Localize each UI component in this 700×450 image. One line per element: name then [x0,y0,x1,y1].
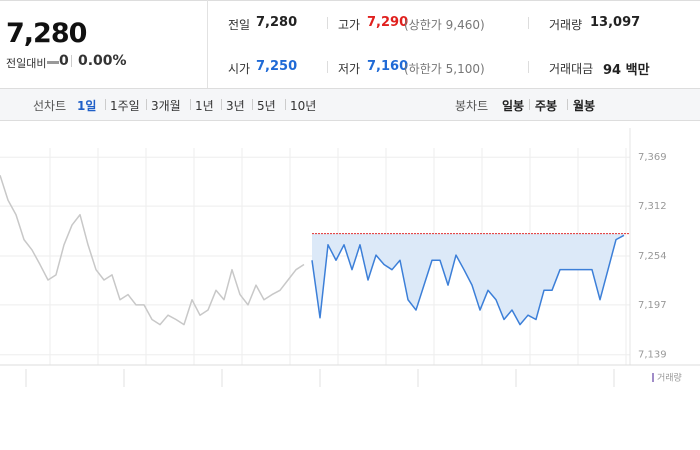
period-tab[interactable]: 3개월 [151,99,181,113]
change-rate: 0.00% [78,53,127,69]
info-value: 7,250 [256,59,298,74]
info-value: 13,097 [590,15,641,30]
divider [207,0,208,88]
chart: 7,139 7,197 7,254 7,312 7,369 거래량 [0,128,700,387]
price-line [0,174,305,326]
period-tab[interactable]: 1주일 [110,99,140,113]
info-note: (상한가 9,460) [404,18,485,32]
info-value: 94 백만 [603,63,650,78]
flat-icon [47,61,59,64]
divider [528,17,529,29]
info-value: 7,160 [367,59,409,74]
tab-separator [105,99,106,110]
candle-tab[interactable]: 일봉 [502,99,525,113]
info-label: 시가 [228,62,251,76]
y-tick-label: 7,254 [638,251,667,262]
top-border [0,0,700,1]
volume-legend-icon [652,373,654,382]
tab-separator [252,99,253,110]
info-label: 거래대금 [549,62,594,76]
divider [327,17,328,29]
price: 7,280 [6,18,87,49]
area [312,233,624,325]
period-tab[interactable]: 10년 [290,99,317,113]
y-tick-label: 7,312 [638,201,667,212]
info-label: 저가 [338,62,361,76]
divider [528,61,529,73]
tab-separator [529,99,530,110]
period-tab[interactable]: 1일 [77,99,97,113]
change-label: 전일대비 [6,57,47,70]
divider [71,55,72,67]
period-tab[interactable]: 1년 [195,99,214,113]
candle-tab[interactable]: 주봉 [535,99,558,113]
info-note: (하한가 5,100) [404,62,485,76]
info-value: 7,280 [256,15,298,30]
tab-group-label: 선차트 [33,99,67,113]
tab-separator [221,99,222,110]
tab-bar [0,88,700,121]
info-label: 거래량 [549,18,583,32]
period-tab[interactable]: 5년 [257,99,276,113]
tab-separator [285,99,286,110]
tab-group-label: 봉차트 [455,99,489,113]
volume-label: 거래량 [657,372,682,384]
info-label: 전일 [228,18,251,32]
info-label: 고가 [338,18,361,32]
tab-separator [190,99,191,110]
info-value: 7,290 [367,15,409,30]
y-tick-label: 7,139 [638,350,667,361]
price-line [311,234,625,326]
change: 0 [59,53,69,69]
y-tick-label: 7,197 [638,300,667,311]
y-tick-label: 7,369 [638,152,667,163]
divider [327,61,328,73]
candle-tab[interactable]: 월봉 [573,99,596,113]
tab-separator [567,99,568,110]
period-tab[interactable]: 3년 [226,99,245,113]
tab-separator [146,99,147,110]
